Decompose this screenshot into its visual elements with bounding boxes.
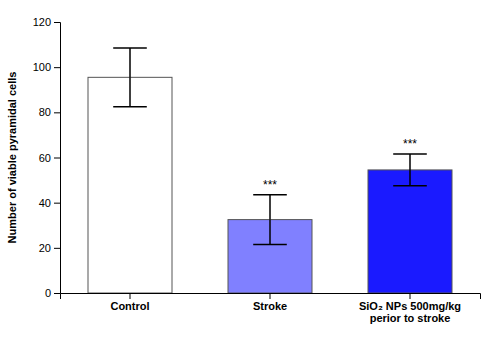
error-cap-upper — [113, 47, 147, 49]
error-bar-upper — [269, 195, 271, 220]
y-tick-label: 0 — [45, 287, 51, 299]
significance-label: *** — [403, 137, 417, 151]
y-tick: 20 — [39, 242, 60, 254]
y-tick: 0 — [45, 287, 60, 299]
marks — [88, 48, 452, 293]
x-axis: Control Stroke SiO₂ NPs 500mg/kgperior to … — [61, 293, 481, 324]
y-tick-mark — [54, 293, 60, 294]
y-tick-mark — [54, 112, 60, 113]
y-tick: 100 — [33, 61, 60, 73]
x-tick-label-line: Control — [110, 300, 149, 312]
error-bar-lower — [409, 170, 411, 186]
error-bar-lower — [129, 77, 131, 106]
y-tick-mark — [54, 67, 60, 68]
bar — [228, 220, 312, 293]
error-bar-upper — [409, 154, 411, 170]
x-tick-label: Control — [110, 300, 149, 312]
y-tick-label: 20 — [39, 242, 51, 254]
error-bar-upper — [129, 48, 131, 77]
chart-svg: 0 20 40 60 80 100 120 Control Stroke SiO₂ NPs 500… — [0, 0, 496, 345]
x-tick-mark — [130, 293, 131, 299]
x-tick: Control — [110, 293, 149, 312]
y-tick: 40 — [39, 197, 60, 209]
y-tick-label: 80 — [39, 106, 51, 118]
chart-container: 0 20 40 60 80 100 120 Control Stroke SiO₂ NPs 500… — [0, 0, 496, 345]
x-axis-line — [61, 294, 481, 300]
x-tick-label: SiO₂ NPs 500mg/kgperior to stroke — [359, 300, 461, 325]
x-tick: Stroke — [253, 293, 287, 312]
x-tick-label-line: perior to stroke — [370, 312, 451, 324]
y-axis: 0 20 40 60 80 100 120 — [33, 16, 61, 299]
error-cap-lower — [393, 185, 427, 187]
y-tick: 60 — [39, 152, 60, 164]
y-axis-title: Number of viable pyramidal cells — [6, 72, 18, 244]
y-tick-label: 40 — [39, 197, 51, 209]
error-cap-upper — [253, 194, 287, 196]
significance-label: *** — [263, 178, 277, 192]
x-tick-mark — [410, 293, 411, 299]
y-tick-label: 60 — [39, 152, 51, 164]
x-tick-label-line: Stroke — [253, 300, 287, 312]
y-tick-label: 120 — [33, 16, 51, 28]
y-tick-label: 100 — [33, 61, 51, 73]
y-axis-line — [54, 23, 61, 294]
x-tick-mark — [270, 293, 271, 299]
y-tick-mark — [54, 22, 60, 23]
error-cap-lower — [253, 244, 287, 246]
y-tick: 80 — [39, 106, 60, 118]
plot-area: 0 20 40 60 80 100 120 Control Stroke SiO₂ NPs 500… — [33, 16, 481, 324]
x-tick: SiO₂ NPs 500mg/kgperior to stroke — [359, 293, 461, 324]
y-tick-mark — [54, 203, 60, 204]
bar — [368, 170, 452, 293]
annotations: *** *** — [263, 137, 417, 192]
y-tick-mark — [54, 248, 60, 249]
error-cap-upper — [393, 153, 427, 155]
x-tick-label: Stroke — [253, 300, 287, 312]
error-bar-lower — [269, 220, 271, 245]
error-cap-lower — [113, 106, 147, 108]
y-tick: 120 — [33, 16, 60, 28]
x-tick-label-line: SiO₂ NPs 500mg/kg — [359, 300, 461, 312]
bar — [88, 77, 172, 293]
y-tick-mark — [54, 158, 60, 159]
